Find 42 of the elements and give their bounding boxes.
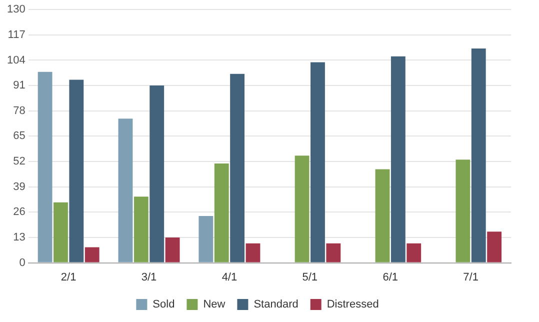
y-tick-label: 130 bbox=[6, 4, 26, 16]
legend-label: Distressed bbox=[326, 298, 379, 311]
x-tick-label: 2/1 bbox=[60, 271, 76, 284]
bar bbox=[118, 118, 133, 262]
bar bbox=[150, 86, 164, 262]
y-tick-label: 13 bbox=[13, 232, 26, 244]
bar bbox=[230, 74, 245, 262]
x-tick-label: 5/1 bbox=[302, 271, 318, 284]
y-tick-label: 65 bbox=[13, 130, 26, 142]
x-tick-label: 3/1 bbox=[141, 271, 157, 284]
y-tick-label: 0 bbox=[19, 256, 26, 269]
bar bbox=[38, 72, 52, 262]
y-tick-label: 91 bbox=[13, 80, 26, 92]
y-tick-label: 104 bbox=[6, 54, 26, 66]
y-tick-label: 52 bbox=[13, 156, 26, 168]
bar bbox=[456, 160, 470, 262]
bar bbox=[390, 56, 406, 262]
y-tick-label: 39 bbox=[13, 180, 26, 193]
bar bbox=[198, 216, 214, 262]
bar bbox=[310, 62, 325, 262]
y-tick-label: 117 bbox=[8, 28, 26, 41]
bar bbox=[165, 237, 180, 262]
y-tick-label: 78 bbox=[13, 104, 26, 117]
y-tick-label: 26 bbox=[13, 206, 26, 218]
x-tick-label: 7/1 bbox=[463, 271, 478, 284]
bar bbox=[487, 232, 502, 262]
bar bbox=[326, 243, 341, 262]
bar bbox=[69, 80, 84, 262]
bar bbox=[54, 202, 68, 262]
legend-label: New bbox=[203, 298, 226, 311]
legend-label: Sold bbox=[152, 298, 175, 311]
bar bbox=[134, 196, 148, 262]
bar bbox=[406, 243, 422, 262]
bar bbox=[214, 163, 229, 262]
legend-label: Standard bbox=[254, 298, 298, 311]
bar bbox=[294, 156, 310, 262]
x-tick-label: 4/1 bbox=[222, 271, 238, 284]
x-tick-label: 6/1 bbox=[382, 271, 398, 284]
bar bbox=[471, 48, 486, 262]
bar bbox=[84, 247, 100, 262]
bar bbox=[246, 243, 260, 262]
bar bbox=[375, 169, 390, 262]
